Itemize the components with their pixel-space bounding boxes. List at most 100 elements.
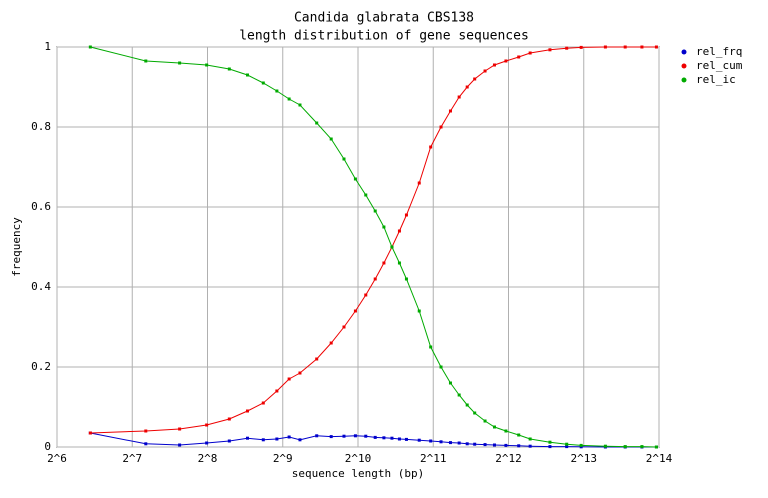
point — [473, 411, 477, 415]
point — [517, 55, 521, 59]
point — [548, 440, 552, 444]
x-tick-label: 2^8 — [198, 452, 218, 465]
point — [390, 245, 394, 249]
point — [654, 45, 658, 49]
point — [364, 193, 368, 197]
point — [88, 431, 92, 435]
point — [205, 63, 209, 67]
point — [654, 445, 658, 449]
point — [261, 438, 265, 442]
point — [227, 67, 231, 71]
point — [353, 309, 357, 313]
y-tick-label: 0.8 — [31, 120, 51, 133]
point — [439, 365, 443, 369]
point — [315, 434, 319, 438]
point — [565, 46, 569, 50]
point — [298, 103, 302, 107]
point — [565, 445, 569, 449]
point — [517, 433, 521, 437]
point — [178, 427, 182, 431]
point — [439, 440, 443, 444]
x-tick-label: 2^6 — [47, 452, 67, 465]
point — [298, 371, 302, 375]
point — [517, 444, 521, 448]
series-line — [90, 46, 657, 434]
point — [404, 437, 408, 441]
point — [373, 209, 377, 213]
point — [528, 51, 532, 55]
point — [178, 443, 182, 447]
point — [287, 435, 291, 439]
point — [528, 437, 532, 441]
point — [329, 137, 333, 141]
y-tick-label: 0.4 — [31, 280, 51, 293]
point — [227, 417, 231, 421]
point — [382, 436, 386, 440]
point — [448, 441, 452, 445]
point — [205, 441, 209, 445]
point — [548, 48, 552, 52]
point — [473, 77, 477, 81]
legend-marker — [681, 77, 687, 83]
legend-marker — [681, 49, 687, 55]
point — [492, 425, 496, 429]
point — [492, 443, 496, 447]
point — [287, 377, 291, 381]
x-axis-label: sequence length (bp) — [292, 467, 424, 480]
point — [342, 325, 346, 329]
point — [298, 438, 302, 442]
point — [329, 341, 333, 345]
x-tick-label: 2^13 — [571, 452, 598, 465]
point — [579, 45, 583, 49]
x-tick-label: 2^9 — [273, 452, 293, 465]
point — [439, 125, 443, 129]
point — [465, 85, 469, 89]
point — [261, 401, 265, 405]
point — [528, 444, 532, 448]
point — [457, 393, 461, 397]
point — [579, 443, 583, 447]
point — [429, 345, 433, 349]
point — [382, 225, 386, 229]
point — [364, 434, 368, 438]
point — [315, 121, 319, 125]
y-tick-label: 0.6 — [31, 200, 51, 213]
point — [245, 73, 249, 77]
point — [227, 439, 231, 443]
point — [623, 45, 627, 49]
point — [397, 437, 401, 441]
point — [429, 439, 433, 443]
point — [261, 81, 265, 85]
point — [275, 437, 279, 441]
point — [342, 434, 346, 438]
x-tick-label: 2^12 — [495, 452, 522, 465]
point — [448, 381, 452, 385]
point — [417, 309, 421, 313]
point — [275, 389, 279, 393]
x-tick-label: 2^14 — [646, 452, 673, 465]
point — [640, 445, 644, 449]
point — [492, 63, 496, 67]
point — [353, 434, 357, 438]
point — [245, 436, 249, 440]
point — [473, 442, 477, 446]
point — [417, 181, 421, 185]
point — [640, 45, 644, 49]
point — [465, 403, 469, 407]
point — [275, 89, 279, 93]
x-tick-label: 2^11 — [420, 452, 447, 465]
point — [364, 293, 368, 297]
chart-subtitle: length distribution of gene sequences — [239, 29, 529, 44]
point — [457, 441, 461, 445]
point — [603, 45, 607, 49]
legend-label: rel_ic — [696, 73, 736, 86]
point — [465, 442, 469, 446]
point — [397, 261, 401, 265]
x-tick-label: 2^10 — [345, 452, 372, 465]
point — [483, 69, 487, 73]
point — [457, 95, 461, 99]
point — [404, 277, 408, 281]
point — [382, 261, 386, 265]
point — [548, 445, 552, 449]
